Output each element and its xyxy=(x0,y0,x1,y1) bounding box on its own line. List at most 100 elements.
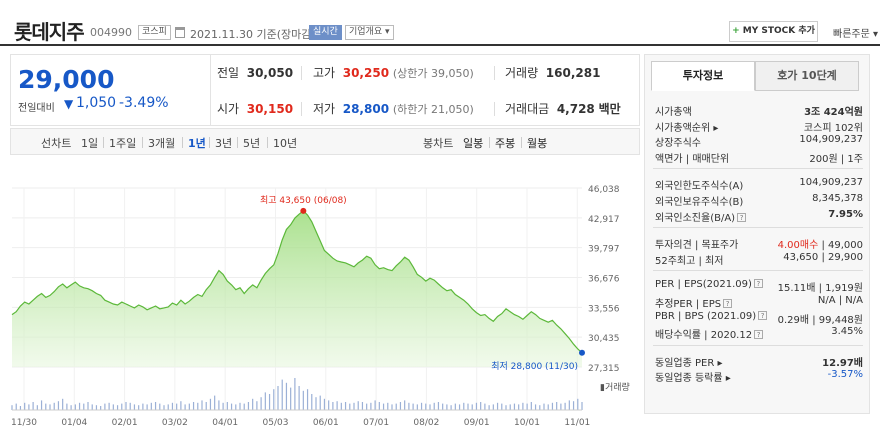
volume-bar xyxy=(480,402,482,410)
my-stock-label: MY STOCK 추가 xyxy=(742,26,815,36)
info-label: PBR | BPS (2021.09)? xyxy=(655,310,768,322)
x-tick-label: 08/02 xyxy=(413,418,439,428)
volume-bar xyxy=(340,402,342,410)
volume-bar xyxy=(311,394,313,410)
low-cell: 저가 28,800 (하한가 21,050) xyxy=(313,100,474,117)
period-0[interactable]: 1일 xyxy=(81,137,99,150)
volume-bar xyxy=(425,403,427,410)
prev-close-label: 전일 xyxy=(217,66,240,80)
line-chart-label[interactable]: 선차트 xyxy=(41,137,72,150)
info-label: 투자의견 | 목표주가 xyxy=(655,240,739,252)
volume-bar xyxy=(404,400,406,410)
x-tick-label: 05/03 xyxy=(263,418,289,428)
volume-bar xyxy=(133,404,136,410)
company-info-dropdown[interactable]: 기업개요 ▾ xyxy=(345,25,394,40)
volume-bar xyxy=(344,402,347,410)
volume-bar xyxy=(416,404,418,410)
info-label: 동일업종 등락률 ▸ xyxy=(655,373,731,385)
amount-unit: 백만 xyxy=(598,102,621,116)
volume-bar xyxy=(163,405,165,410)
divider xyxy=(653,270,863,272)
help-icon[interactable]: ? xyxy=(754,330,764,340)
volume-bar xyxy=(53,402,55,410)
info-row: 상장주식수 104,909,237 xyxy=(653,134,863,149)
x-tick-label: 07/01 xyxy=(363,418,389,428)
volume-bar xyxy=(429,404,431,410)
volume-bar xyxy=(581,402,583,410)
opinion-value: 4.00매수 xyxy=(777,240,819,252)
candle-0[interactable]: 일봉 xyxy=(463,137,484,150)
info-value: 43,650 | 29,900 xyxy=(783,251,863,263)
volume-bar xyxy=(285,382,288,410)
info-value: 12.97배 xyxy=(822,357,863,369)
info-row: 외국인소진율(B/A)? 7.95% xyxy=(653,209,863,224)
volume-bar xyxy=(268,394,271,410)
volume-bar xyxy=(547,404,549,410)
lower-limit: (하한가 21,050) xyxy=(392,103,474,116)
change-value: 1,050 xyxy=(76,95,117,111)
low-value: 28,800 xyxy=(342,102,390,116)
change-rate: -3.49% xyxy=(119,95,169,111)
volume-bar xyxy=(83,403,85,410)
period-6[interactable]: 10년 xyxy=(273,137,298,150)
volume-bar xyxy=(74,404,76,410)
volume-bar xyxy=(298,386,300,410)
volume-bar xyxy=(568,400,570,410)
info-row: 액면가 | 매매단위 200원 | 1주 xyxy=(653,150,863,165)
period-5[interactable]: 5년 xyxy=(243,137,261,150)
high-value: 30,250 xyxy=(342,66,390,80)
info-label: 배당수익률 | 2020.12? xyxy=(655,326,764,341)
info-label: 시가총액 xyxy=(655,107,692,118)
low-annotation: 최저 28,800 (11/30) xyxy=(491,361,578,372)
divider xyxy=(521,137,522,148)
volume-bar xyxy=(471,404,473,410)
period-2[interactable]: 3개월 xyxy=(148,137,176,150)
volume-bar xyxy=(505,405,507,410)
volume-bar xyxy=(442,403,444,410)
help-icon[interactable]: ? xyxy=(723,299,733,308)
divider xyxy=(494,66,495,80)
volume-bar xyxy=(281,379,283,410)
realtime-button[interactable]: 실시간 xyxy=(309,25,342,40)
change-label: 전일대비 xyxy=(18,103,55,114)
volume-bar xyxy=(15,403,17,410)
candle-2[interactable]: 월봉 xyxy=(527,137,548,150)
volume-bar xyxy=(560,403,562,410)
period-4[interactable]: 3년 xyxy=(215,137,233,150)
volume-bar xyxy=(302,390,304,410)
quick-order-dropdown[interactable]: 빠른주문 ▾ xyxy=(833,29,878,40)
tab-investment-info[interactable]: 투자정보 xyxy=(651,61,755,91)
volume-label: ▮거래량 xyxy=(600,381,630,393)
volume-bar xyxy=(112,404,114,410)
investment-info-panel: 투자정보 호가 10단계 시가총액 3조 424억원 시가총액순위 ▸ 코스피 102… xyxy=(644,54,870,414)
y-tick-label: 46,038 xyxy=(588,185,620,195)
info-value: 3조 424억원 xyxy=(804,107,863,118)
market-badge: 코스피 xyxy=(138,25,171,40)
price-chart[interactable]: 46,038 42,917 39,797 36,676 33,556 30,435 27,3… xyxy=(0,170,640,440)
volume-bar xyxy=(395,403,397,410)
volume-bar xyxy=(518,404,520,410)
volume-bar xyxy=(492,404,494,410)
volume-bar xyxy=(467,403,469,410)
y-tick-label: 27,315 xyxy=(588,364,620,374)
help-icon[interactable]: ? xyxy=(753,279,763,289)
candle-chart-label[interactable]: 봉차트 xyxy=(423,137,454,150)
divider xyxy=(103,137,104,148)
divider xyxy=(653,227,863,229)
volume-bar xyxy=(129,402,131,410)
candle-1[interactable]: 주봉 xyxy=(495,137,516,150)
y-tick-label: 42,917 xyxy=(588,215,620,225)
info-label: 동일업종 PER ▸ xyxy=(655,357,723,369)
stock-name[interactable]: 롯데지주 xyxy=(14,20,85,44)
volume-bar xyxy=(399,402,402,410)
tab-order-book[interactable]: 호가 10단계 xyxy=(755,61,859,91)
x-tick-label: 04/01 xyxy=(212,418,238,428)
period-3[interactable]: 1년 xyxy=(188,137,206,150)
stock-header: 롯데지주 004990 코스피 2021.11.30 기준(장마감) 실시간 기… xyxy=(0,0,880,46)
help-icon[interactable]: ? xyxy=(737,212,747,222)
help-icon[interactable]: ? xyxy=(758,310,768,320)
x-tick-label: 06/01 xyxy=(313,418,339,428)
my-stock-add-button[interactable]: + MY STOCK 추가 xyxy=(729,21,818,42)
y-tick-label: 33,556 xyxy=(588,304,620,314)
period-1[interactable]: 1주일 xyxy=(109,137,137,150)
